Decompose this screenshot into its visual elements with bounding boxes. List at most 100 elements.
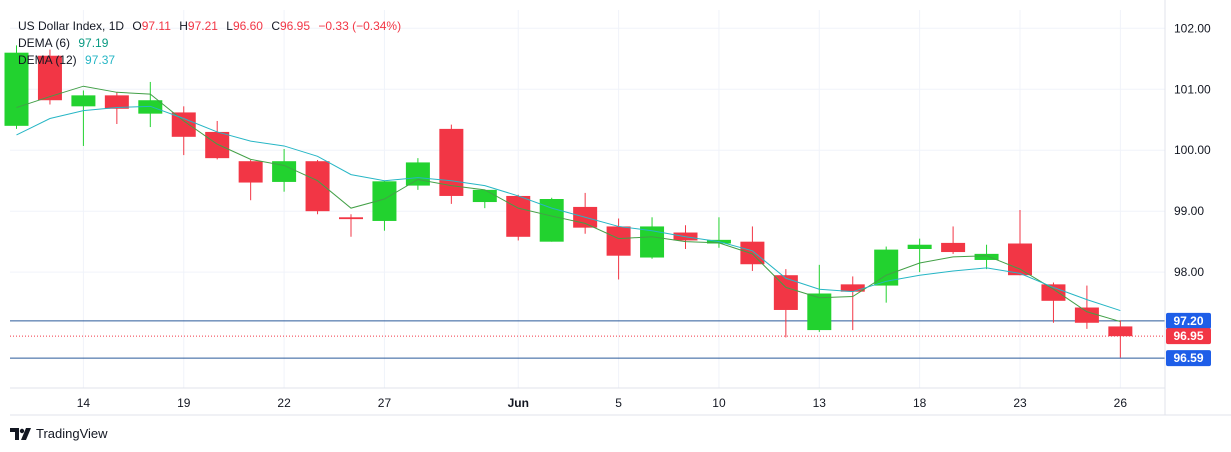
candle-body xyxy=(907,244,932,249)
high-value: 97.21 xyxy=(187,19,218,33)
candle-down xyxy=(506,194,531,241)
candle-down xyxy=(1041,282,1066,323)
candle-down xyxy=(606,218,631,280)
candle-down xyxy=(1074,285,1099,329)
candle-up xyxy=(874,246,899,303)
indicator-lines xyxy=(16,85,1121,323)
low-label: L xyxy=(226,19,233,33)
close-value: 96.95 xyxy=(280,19,311,33)
candle-body xyxy=(840,284,865,292)
y-tick-label: 99.00 xyxy=(1174,204,1204,218)
candle-body xyxy=(71,95,96,107)
candle-body xyxy=(1108,326,1133,337)
candle-body xyxy=(405,162,430,186)
axes: 102.00 101.00 100.00 99.00 98.00 14 19 22 27 Jun 5… xyxy=(10,0,1231,416)
x-tick-label: 10 xyxy=(712,396,726,410)
candle-body xyxy=(171,112,196,137)
high-label: H xyxy=(179,19,188,33)
candle-body xyxy=(1041,284,1066,301)
candle-body xyxy=(506,195,531,237)
candle-down xyxy=(238,159,263,201)
y-tick-label: 101.00 xyxy=(1174,82,1211,96)
candle-body xyxy=(974,253,999,260)
brand-name: TradingView xyxy=(36,426,108,441)
candle-body xyxy=(941,242,966,253)
candle-up xyxy=(539,197,564,242)
candle-body xyxy=(205,131,230,159)
dema6-label: DEMA (6) xyxy=(18,36,71,50)
badge-label: 96.95 xyxy=(1173,329,1203,343)
x-tick-label: 19 xyxy=(177,396,191,410)
candle-down xyxy=(171,106,196,156)
level-badge: 96.59 xyxy=(1166,350,1211,367)
tradingview-logo[interactable]: TradingView xyxy=(10,426,108,441)
badge-label: 96.59 xyxy=(1173,351,1203,365)
candle-body xyxy=(1008,243,1032,276)
candle-up xyxy=(372,180,397,231)
candle-down xyxy=(840,276,865,331)
candle-body xyxy=(539,199,564,242)
candle-up xyxy=(405,158,430,190)
x-tick-label: 27 xyxy=(378,396,392,410)
candle-up xyxy=(907,238,932,273)
close-label: C xyxy=(271,19,280,33)
tradingview-logo-icon xyxy=(10,427,31,440)
candle-up xyxy=(4,45,29,129)
candle-down xyxy=(439,124,464,204)
grid xyxy=(10,10,1165,388)
candle-body xyxy=(439,128,464,196)
candle-up xyxy=(272,149,297,192)
candle-body xyxy=(1074,307,1099,323)
badge-bg xyxy=(1166,312,1211,329)
candle-body xyxy=(606,226,631,256)
dema12-label: DEMA (12) xyxy=(18,53,77,67)
candle-down xyxy=(104,92,129,125)
candle-body xyxy=(773,275,798,310)
candle-body xyxy=(4,52,29,126)
dema6-value: 97.19 xyxy=(78,36,109,50)
y-tick-label: 98.00 xyxy=(1174,265,1204,279)
x-tick-label: 22 xyxy=(277,396,291,410)
dema6-line xyxy=(16,85,1121,323)
dema12-line xyxy=(16,105,1121,312)
candle-down xyxy=(305,159,330,215)
candlestick-chart[interactable]: 102.00 101.00 100.00 99.00 98.00 14 19 22 27 Jun 5… xyxy=(0,0,1231,420)
candle-body xyxy=(640,226,665,258)
x-tick-label: 23 xyxy=(1013,396,1027,410)
candle-up xyxy=(974,244,999,270)
x-tick-label: 14 xyxy=(77,396,91,410)
x-tick-label: 13 xyxy=(813,396,827,410)
symbol-title: US Dollar Index, 1D xyxy=(18,19,125,33)
badge-bg xyxy=(1166,350,1211,367)
dema12-row[interactable]: DEMA (12) 97.37 xyxy=(18,52,401,69)
candle-up xyxy=(71,90,96,146)
candles xyxy=(4,45,1133,358)
candle-up xyxy=(640,217,665,259)
candle-body xyxy=(37,55,62,101)
x-tick-label: 18 xyxy=(913,396,927,410)
candle-down xyxy=(941,226,966,254)
x-tick-label: Jun xyxy=(508,396,529,410)
badge-label: 97.20 xyxy=(1173,314,1203,328)
candle-down xyxy=(1008,209,1032,276)
dema6-row[interactable]: DEMA (6) 97.19 xyxy=(18,35,401,52)
x-tick-label: 26 xyxy=(1114,396,1128,410)
candle-down xyxy=(740,226,765,271)
candle-body xyxy=(305,161,330,212)
candle-down xyxy=(205,120,230,160)
candle-body xyxy=(272,161,297,182)
change-value: −0.33 (−0.34%) xyxy=(318,19,402,33)
horizontal-lines xyxy=(10,320,1165,359)
open-label: O xyxy=(132,19,142,33)
level-badge: 97.20 xyxy=(1166,312,1211,329)
candle-body xyxy=(238,161,263,183)
ohlc-row: US Dollar Index, 1D O97.11 H97.21 L96.60… xyxy=(18,18,401,35)
y-tick-label: 102.00 xyxy=(1174,21,1211,35)
candle-body xyxy=(104,95,129,109)
candle-down xyxy=(1108,320,1133,358)
y-tick-label: 100.00 xyxy=(1174,143,1211,157)
candle-up xyxy=(472,189,497,209)
open-value: 97.11 xyxy=(141,19,171,33)
low-value: 96.60 xyxy=(232,19,263,33)
